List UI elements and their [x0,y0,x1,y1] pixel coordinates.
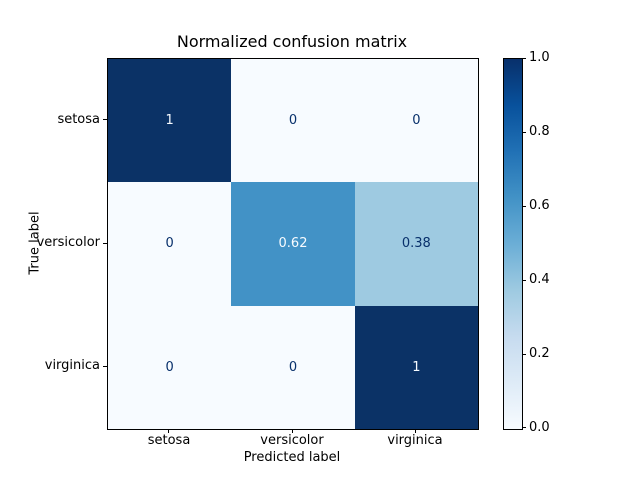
chart-title: Normalized confusion matrix [176,32,408,51]
heatmap-cell: 0 [231,59,355,183]
heatmap-cell: 0 [108,182,232,306]
x-axis-label: Predicted label [243,450,341,465]
heatmap-cell: 0.62 [231,182,355,306]
colorbar-tick-mark [522,354,526,355]
colorbar-tick-mark [522,427,526,428]
colorbar-tick-label: 0.2 [529,346,550,361]
y-tick-mark [103,243,107,244]
heatmap-grid: 1 0 0 0 0.62 0.38 0 0 1 [107,58,479,430]
y-axis-label: True label [27,211,43,275]
x-tick-label: setosa [147,433,191,448]
y-tick-mark [103,119,107,120]
x-tick-mark [168,429,169,433]
y-tick-label: versicolor [36,235,100,250]
colorbar-tick-label: 0.8 [529,124,550,139]
colorbar-tick-label: 0.4 [529,272,550,287]
colorbar-tick-label: 1.0 [529,50,550,65]
heatmap-cell: 0 [354,59,478,183]
y-tick-mark [103,366,107,367]
y-tick-label: virginica [44,358,100,373]
x-tick-label: versicolor [260,433,324,448]
heatmap-cell: 1 [108,59,232,183]
x-tick-mark [415,429,416,433]
colorbar-tick-label: 0.0 [529,420,550,435]
heatmap-cell: 1 [354,305,478,429]
x-tick-label: virginica [387,433,443,448]
heatmap-cell: 0 [108,305,232,429]
colorbar-tick-mark [522,206,526,207]
colorbar-tick-label: 0.6 [529,198,550,213]
heatmap-cell: 0.38 [354,182,478,306]
colorbar-tick-mark [522,132,526,133]
heatmap-cell: 0 [231,305,355,429]
colorbar-gradient [503,58,523,430]
x-tick-mark [292,429,293,433]
colorbar-tick-mark [522,280,526,281]
colorbar-tick-mark [522,58,526,59]
y-tick-label: setosa [57,112,100,127]
